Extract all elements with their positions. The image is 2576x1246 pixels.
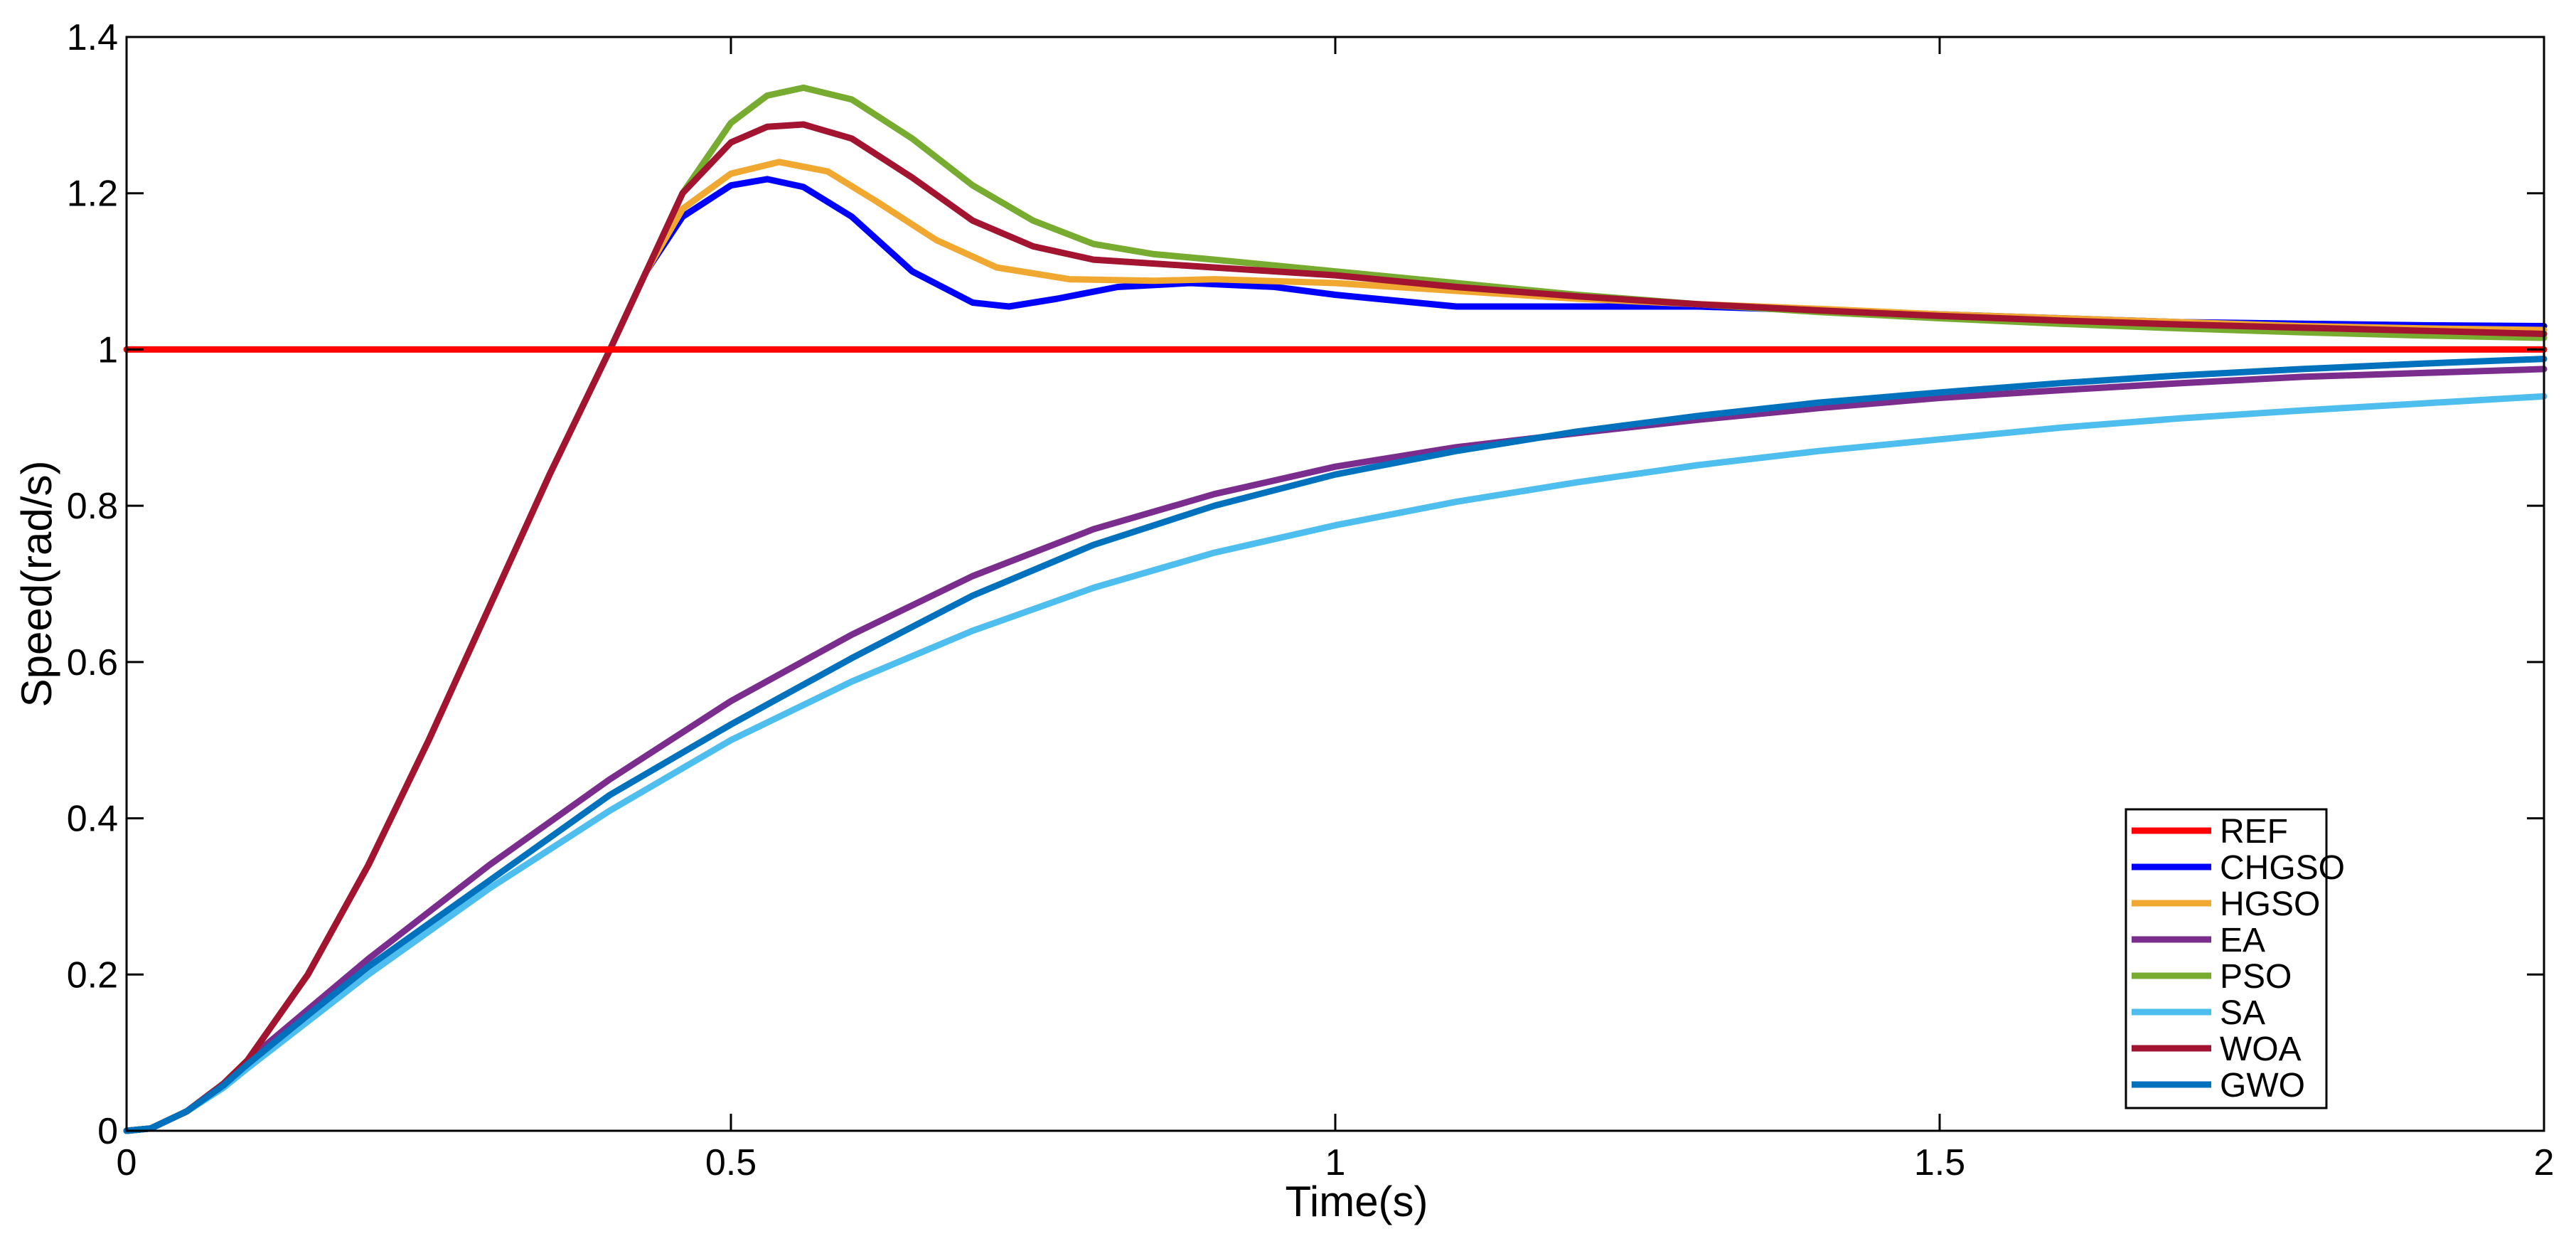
y-tick-label: 0.8 [67,486,118,527]
y-axis-label: Speed(rad/s) [13,461,60,708]
legend-box [2125,808,2328,1109]
x-axis-label: Time(s) [1285,1178,1428,1225]
x-tick-label: 0 [117,1142,137,1183]
y-tick-label: 1.2 [67,174,118,215]
series-layer [123,84,2548,1134]
y-tick-label: 1 [97,329,118,371]
y-tick-label: 0.6 [67,642,118,683]
y-tick-label: 0.4 [67,799,118,840]
legend-label-woa: WOA [2220,1031,2302,1068]
legend-label-pso: PSO [2220,958,2292,996]
x-tick-label: 2 [2534,1142,2555,1183]
y-tick-label: 1.4 [67,17,118,58]
legend-label-chgso: CHGSO [2220,849,2345,887]
y-tick-label: 0 [97,1111,118,1152]
y-tick-label: 0.2 [67,954,118,996]
legend-label-hgso: HGSO [2220,885,2320,923]
series-line-woa [123,121,2548,1134]
x-tick-label: 1.5 [1914,1142,1965,1183]
ticks-layer [125,36,2545,1132]
x-tick-label: 1 [1325,1142,1346,1183]
legend-label-gwo: GWO [2220,1067,2305,1104]
legend-label-ea: EA [2220,922,2265,959]
legend-label-ref: REF [2220,813,2288,851]
tick-labels-layer: 0 0.5 1 1.5 2 0 0.2 0.4 0.6 0.8 1 1.2 1.4 [67,17,2555,1183]
x-tick-label: 0.5 [705,1142,757,1183]
legend-label-sa: SA [2220,994,2265,1032]
series-line-gwo [123,356,2548,1134]
